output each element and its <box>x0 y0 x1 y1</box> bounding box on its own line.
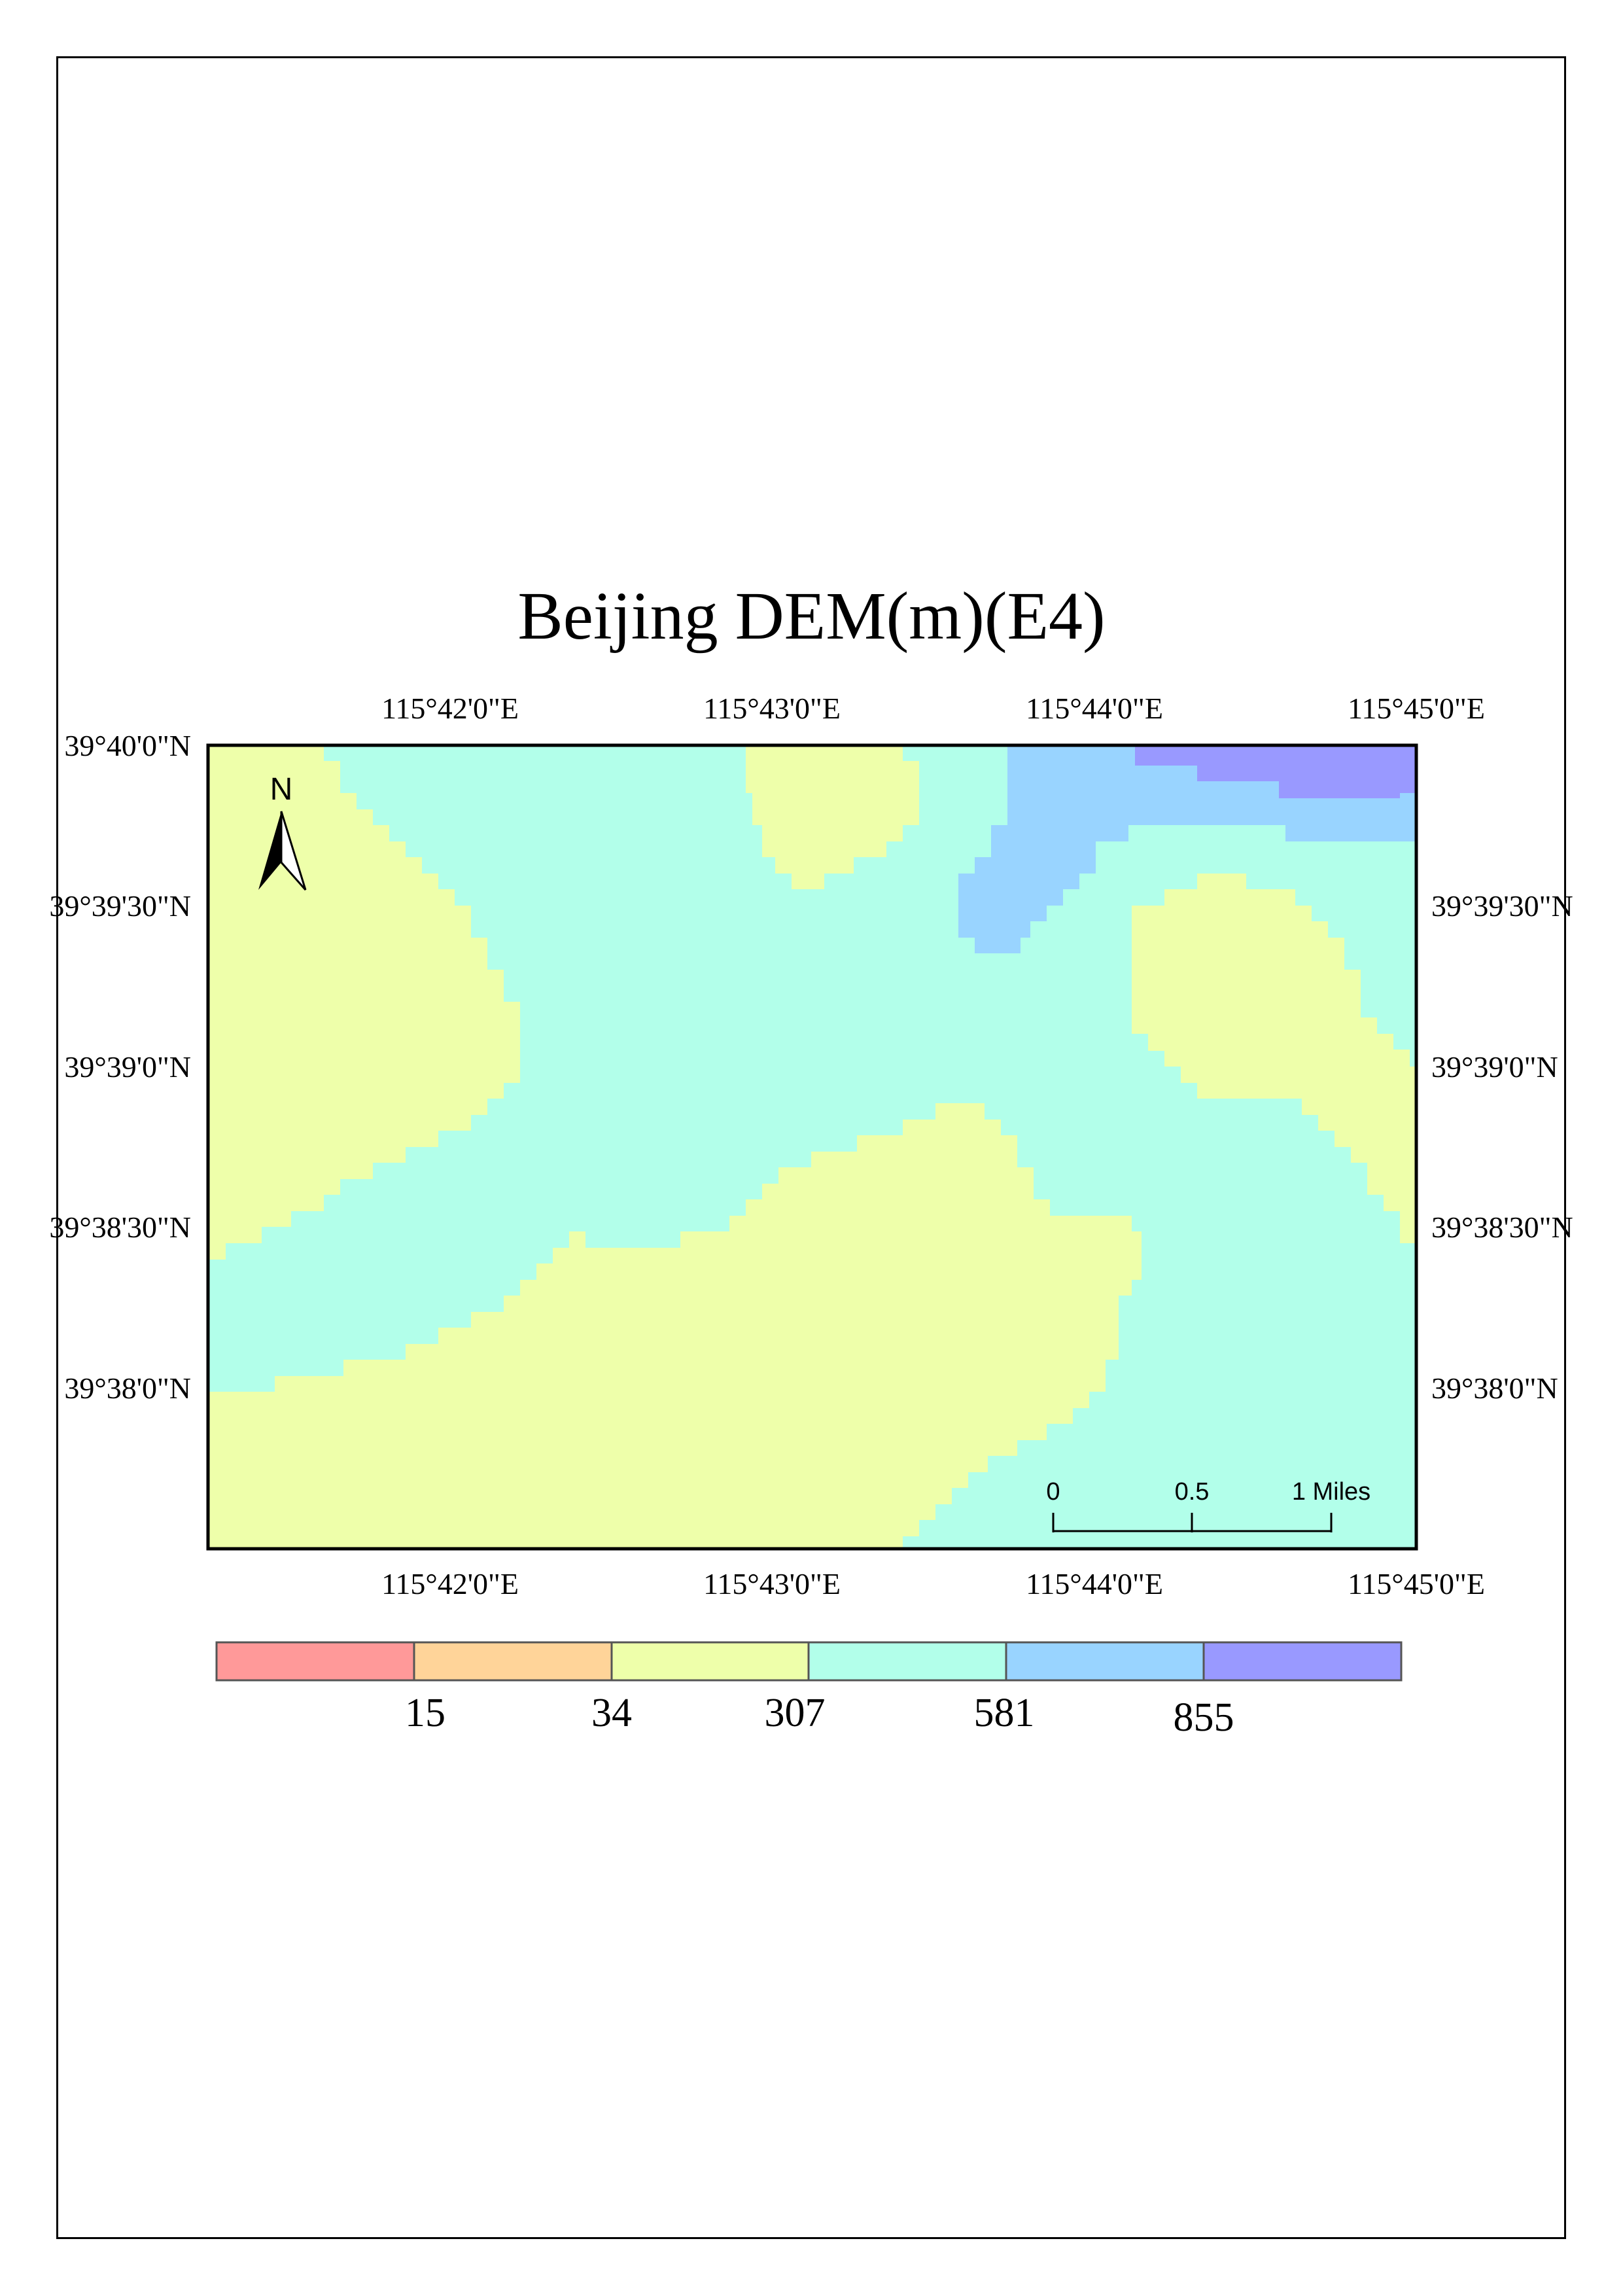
legend-swatch <box>215 1641 415 1682</box>
legend-swatch <box>807 1641 1007 1682</box>
zone-855-plus <box>1135 745 1416 798</box>
scale-bar: 0 0.5 1 Miles <box>1046 1478 1370 1532</box>
north-arrow-label: N <box>270 772 293 807</box>
top-lon-label: 115°45'0"E <box>1348 692 1485 725</box>
right-lat-label: 39°39'30"N <box>1431 889 1573 923</box>
scale-bar-label-0: 0 <box>1046 1478 1060 1506</box>
north-arrow-left-half <box>258 811 281 890</box>
map-border <box>206 743 1418 1551</box>
top-lon-label: 115°42'0"E <box>381 692 519 725</box>
zone-34-307-north <box>746 745 919 889</box>
north-arrow-icon: N <box>258 772 307 891</box>
bottom-lon-label: 115°44'0"E <box>1026 1567 1163 1600</box>
top-lon-label: 115°44'0"E <box>1026 692 1163 725</box>
zone-34-307-south <box>208 1103 1142 1549</box>
right-lat-label: 39°39'0"N <box>1431 1050 1558 1084</box>
legend: 15 34 307 581 855 <box>215 1641 1403 1740</box>
left-lat-label: 39°38'30"N <box>49 1210 191 1244</box>
legend-break-label: 855 <box>1174 1695 1234 1740</box>
bottom-longitude-labels: 115°42'0"E 115°43'0"E 115°44'0"E 115°45'… <box>381 1567 1485 1600</box>
legend-swatch <box>1005 1641 1205 1682</box>
map-frame <box>206 743 1418 1551</box>
legend-swatch <box>1202 1641 1403 1682</box>
bottom-lon-label: 115°43'0"E <box>703 1567 841 1600</box>
left-latitude-labels: 39°40'0"N 39°39'30"N 39°39'0"N 39°38'30"… <box>49 729 191 1405</box>
legend-swatch <box>413 1641 613 1682</box>
left-lat-label: 39°39'30"N <box>49 889 191 923</box>
north-arrow-right-half <box>280 811 307 891</box>
legend-break-label: 15 <box>405 1691 445 1735</box>
legend-break-label: 581 <box>974 1691 1035 1735</box>
scale-bar-label-half: 0.5 <box>1175 1478 1210 1506</box>
left-lat-label: 39°39'0"N <box>64 1050 191 1084</box>
scale-bar-label-1-miles: 1 Miles <box>1292 1478 1370 1506</box>
zone-34-307-east <box>1132 874 1416 1243</box>
zone-34-307-west <box>208 745 520 1260</box>
right-latitude-labels: 39°39'30"N 39°39'0"N 39°38'30"N 39°38'0"… <box>1431 889 1573 1405</box>
legend-break-label: 34 <box>591 1691 632 1735</box>
right-lat-label: 39°38'30"N <box>1431 1210 1573 1244</box>
legend-swatch <box>610 1641 810 1682</box>
legend-swatches <box>215 1641 1403 1682</box>
top-longitude-labels: 115°42'0"E 115°43'0"E 115°44'0"E 115°45'… <box>381 692 1485 725</box>
legend-break-label: 307 <box>765 1691 826 1735</box>
right-lat-label: 39°38'0"N <box>1431 1371 1558 1405</box>
page-frame <box>56 56 1566 2239</box>
top-lon-label: 115°43'0"E <box>703 692 841 725</box>
map-title: Beijing DEM(m)(E4) <box>517 578 1106 654</box>
left-lat-label: 39°40'0"N <box>64 729 191 762</box>
left-lat-label: 39°38'0"N <box>64 1371 191 1405</box>
bottom-lon-label: 115°42'0"E <box>381 1567 519 1600</box>
bottom-lon-label: 115°45'0"E <box>1348 1567 1485 1600</box>
